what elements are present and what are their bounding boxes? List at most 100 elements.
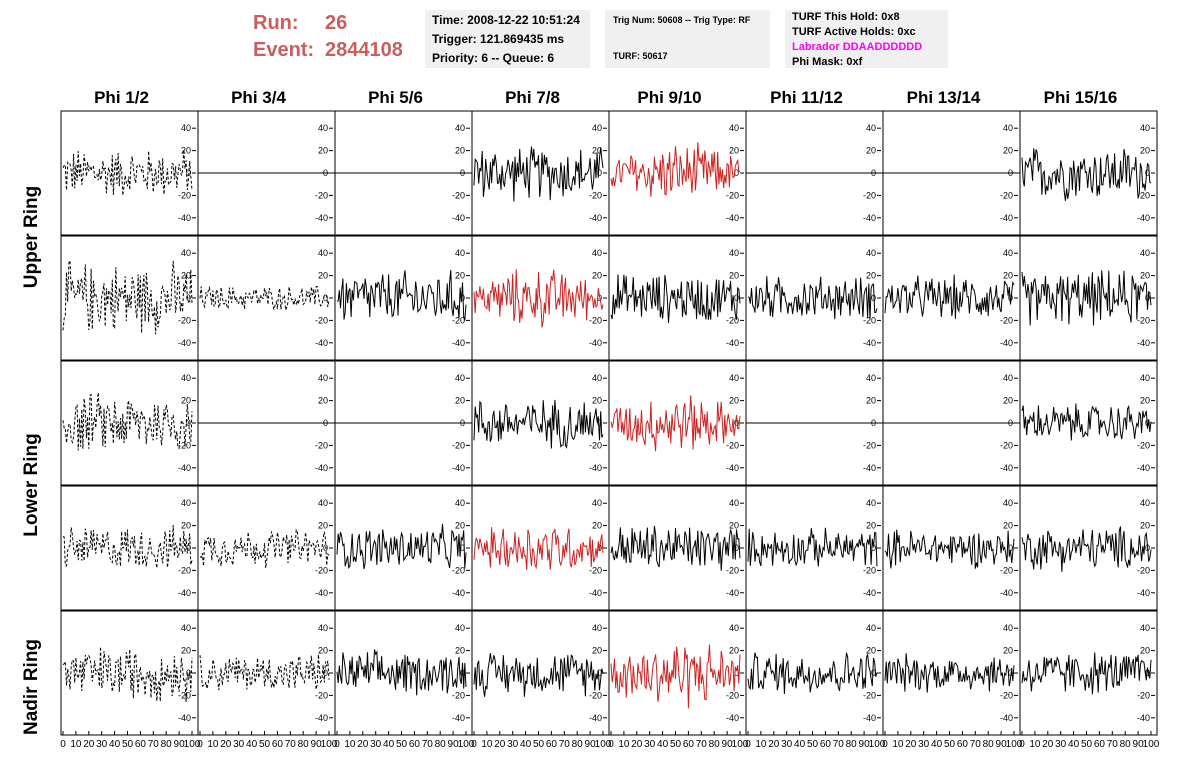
x-tick-label: 80 — [1120, 739, 1132, 750]
y-tick-label: 20 — [1140, 271, 1150, 281]
waveform-trace-r1-c5 — [747, 276, 878, 320]
y-tick-label: 0 — [1145, 293, 1150, 303]
x-tick-label: 30 — [96, 739, 108, 750]
y-tick-label: 40 — [866, 623, 876, 633]
x-tick-label: 40 — [1068, 739, 1080, 750]
x-tick-label: 70 — [559, 739, 571, 750]
y-tick-label: -40 — [1000, 713, 1013, 723]
x-tick-label: 70 — [1107, 739, 1119, 750]
y-tick-label: -20 — [452, 315, 465, 325]
y-tick-label: 0 — [1008, 668, 1013, 678]
turf-hold-line: TURF This Hold: 0x8 — [792, 11, 900, 23]
y-tick-label: -20 — [863, 440, 876, 450]
x-tick-label: 70 — [970, 739, 982, 750]
panel-frame-r2-c7 — [1019, 360, 1158, 486]
y-tick-label: -40 — [452, 338, 465, 348]
waveform-trace-r4-c2 — [336, 649, 467, 696]
x-tick-label: 10 — [344, 739, 356, 750]
y-tick-label: 40 — [729, 373, 739, 383]
x-tick-label: 10 — [618, 739, 630, 750]
column-header-phi-1-2: Phi 1/2 — [94, 88, 149, 107]
y-tick-label: 40 — [318, 498, 328, 508]
x-tick-label: 60 — [683, 739, 695, 750]
y-tick-label: 0 — [1008, 543, 1013, 553]
x-tick-label: 70 — [285, 739, 297, 750]
y-tick-label: -40 — [452, 588, 465, 598]
turf-info-box: TURF This Hold: 0x8 TURF Active Holds: 0… — [785, 10, 948, 68]
x-tick-label: 20 — [631, 739, 643, 750]
y-tick-label: 40 — [592, 248, 602, 258]
x-tick-label: 100 — [1143, 739, 1160, 750]
priority-line: Priority: 6 -- Queue: 6 — [432, 51, 555, 65]
y-tick-label: -40 — [863, 213, 876, 223]
y-tick-label: 20 — [866, 646, 876, 656]
waveform-trace-r1-c0 — [62, 258, 193, 335]
y-tick-label: 20 — [592, 146, 602, 156]
y-tick-label: -40 — [863, 588, 876, 598]
x-tick-label: 40 — [109, 739, 121, 750]
column-header-phi-5-6: Phi 5/6 — [368, 88, 423, 107]
panel-frame-r1-c7 — [1019, 235, 1158, 361]
y-tick-label: 40 — [181, 123, 191, 133]
y-tick-label: 40 — [866, 123, 876, 133]
x-tick-label: 10 — [892, 739, 904, 750]
y-tick-label: 40 — [455, 373, 465, 383]
x-tick-label: 80 — [846, 739, 858, 750]
x-tick-label: 60 — [135, 739, 147, 750]
x-tick-label: 70 — [696, 739, 708, 750]
y-tick-label: 40 — [318, 123, 328, 133]
phi-mask-line: Phi Mask: 0xf — [792, 56, 863, 68]
y-tick-label: -20 — [726, 690, 739, 700]
x-tick-label: 100 — [321, 739, 338, 750]
x-tick-label: 60 — [272, 739, 284, 750]
waveform-trace-r3-c5 — [747, 527, 878, 567]
event-label: Event: — [253, 39, 315, 61]
x-tick-label: 40 — [246, 739, 258, 750]
x-tick-label: 20 — [220, 739, 232, 750]
column-header-phi-7-8: Phi 7/8 — [505, 88, 560, 107]
y-tick-label: 40 — [729, 123, 739, 133]
y-tick-label: -20 — [178, 690, 191, 700]
y-tick-label: 0 — [734, 543, 739, 553]
y-tick-label: -40 — [315, 213, 328, 223]
waveform-trace-r0-c4 — [610, 142, 740, 197]
x-tick-label: 100 — [458, 739, 475, 750]
panel-frame-r3-c7 — [1019, 485, 1158, 611]
x-tick-label: 50 — [807, 739, 819, 750]
y-tick-label: -40 — [863, 338, 876, 348]
y-tick-label: -20 — [178, 315, 191, 325]
y-tick-label: 40 — [729, 498, 739, 508]
y-tick-label: 40 — [1003, 498, 1013, 508]
x-tick-label: 50 — [1081, 739, 1093, 750]
y-tick-label: -20 — [589, 690, 602, 700]
x-tick-label: 60 — [957, 739, 969, 750]
y-tick-label: 20 — [455, 521, 465, 531]
x-tick-label: 0 — [471, 739, 477, 750]
y-tick-label: -40 — [726, 713, 739, 723]
y-tick-label: -20 — [863, 690, 876, 700]
x-tick-label: 20 — [494, 739, 506, 750]
y-tick-label: 20 — [455, 646, 465, 656]
waveform-trace-r1-c3 — [473, 269, 604, 328]
x-tick-label: 0 — [608, 739, 614, 750]
y-tick-label: -20 — [178, 440, 191, 450]
waveform-trace-r4-c3 — [473, 653, 604, 697]
y-tick-label: 0 — [871, 293, 876, 303]
y-tick-label: 0 — [1145, 668, 1150, 678]
x-tick-label: 100 — [595, 739, 612, 750]
waveform-trace-r4-c6 — [884, 653, 1015, 693]
y-tick-label: 0 — [734, 293, 739, 303]
waveform-trace-r4-c5 — [747, 652, 878, 695]
x-tick-label: 0 — [1019, 739, 1025, 750]
y-tick-label: -20 — [589, 190, 602, 200]
y-tick-label: -40 — [863, 463, 876, 473]
y-tick-label: 40 — [592, 498, 602, 508]
time-line: Time: 2008-12-22 10:51:24 — [432, 13, 580, 27]
x-tick-label: 90 — [174, 739, 186, 750]
waveform-trace-r4-c4 — [610, 644, 741, 709]
y-tick-label: -40 — [452, 713, 465, 723]
x-tick-label: 70 — [422, 739, 434, 750]
y-tick-label: -40 — [726, 213, 739, 223]
y-tick-label: 20 — [455, 271, 465, 281]
x-tick-label: 80 — [161, 739, 173, 750]
